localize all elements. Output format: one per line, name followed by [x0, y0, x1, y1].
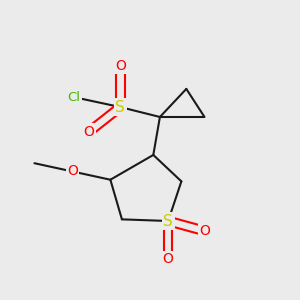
Text: O: O	[199, 224, 210, 238]
Text: Cl: Cl	[68, 91, 80, 104]
Text: O: O	[115, 59, 126, 73]
Text: S: S	[163, 214, 173, 229]
Text: O: O	[163, 252, 174, 266]
Text: S: S	[116, 100, 125, 115]
Text: O: O	[67, 164, 78, 178]
Text: O: O	[83, 125, 94, 139]
